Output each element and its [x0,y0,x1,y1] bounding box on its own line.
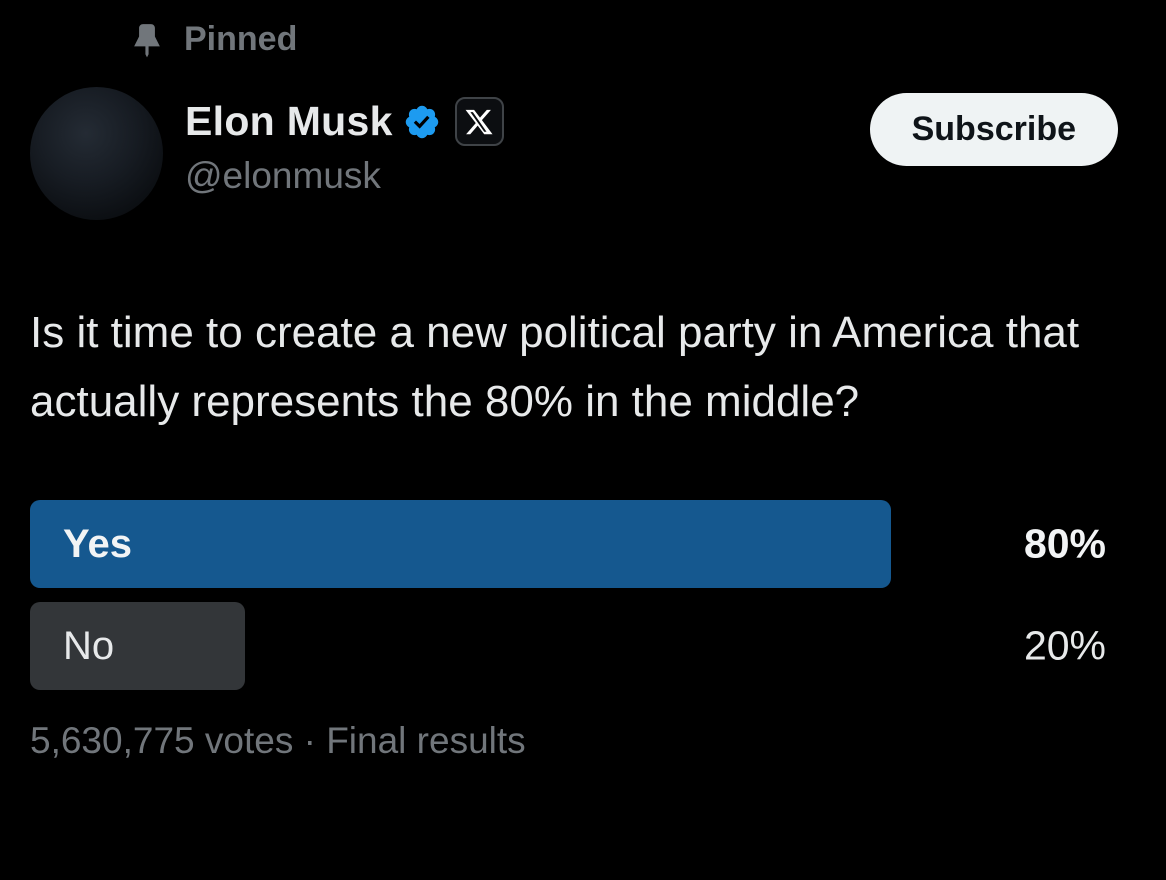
poll-option-row: No 20% [30,602,1106,690]
poll-option-bar-no: No [30,602,246,690]
tweet-header: Elon Musk @elonmusk Subscribe [0,59,1166,220]
pin-icon [128,21,166,59]
verified-badge-icon [393,103,441,141]
user-name[interactable]: Elon Musk [185,98,393,144]
pinned-indicator: Pinned [0,0,1166,59]
name-row: Elon Musk [185,97,504,146]
poll-option-bar-yes: Yes [30,500,891,588]
poll-option-label: Yes [63,521,132,566]
x-logo-icon [465,109,493,134]
poll-option-label: No [63,623,115,668]
tweet-text: Is it time to create a new political par… [30,308,1080,426]
poll-footer: 5,630,775 votes · Final results [30,720,526,761]
subscribe-button[interactable]: Subscribe [869,93,1118,166]
x-affiliate-badge[interactable] [454,97,504,146]
poll-option-row: Yes 80% [30,500,1106,588]
poll-option-percent: 20% [1023,622,1106,669]
poll: Yes 80% No 20% [0,500,1166,690]
avatar[interactable] [30,87,163,220]
user-handle[interactable]: @elonmusk [185,155,381,196]
pinned-label: Pinned [184,20,298,58]
user-info: Elon Musk @elonmusk [185,87,504,197]
poll-option-percent: 80% [1023,520,1106,567]
